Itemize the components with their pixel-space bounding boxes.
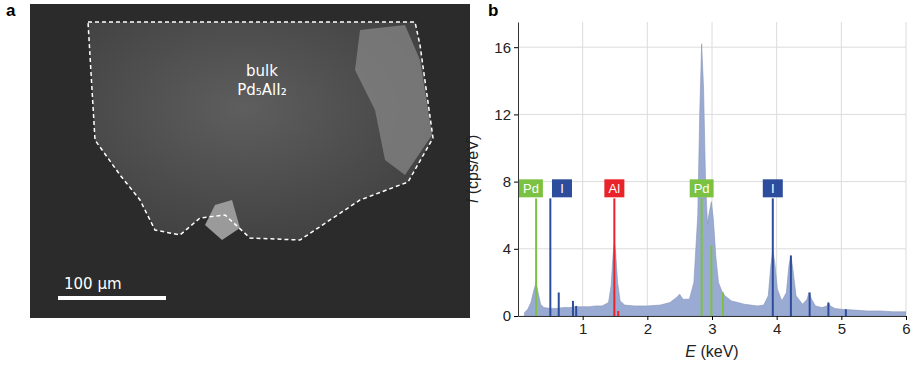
y-tick-mark <box>514 47 518 48</box>
x-tick: 1 <box>579 316 587 337</box>
panel-letter: b <box>488 1 498 20</box>
element-label-text: Al <box>609 181 621 196</box>
element-line <box>701 198 703 316</box>
grid-line <box>518 114 906 115</box>
x-tick-label: 5 <box>838 320 846 337</box>
y-tick-label: 4 <box>503 240 511 257</box>
element-label: Pd <box>519 179 543 197</box>
x-axis-title: E (keV) <box>685 343 738 360</box>
label-box <box>690 179 714 197</box>
element-label: Al <box>604 179 624 197</box>
figure: bulkPd₅AlI₂100 μma1234560481216PdIAlPdIE… <box>0 0 924 368</box>
grid-line <box>712 22 713 316</box>
element-labels: Pd I Al Pd I <box>519 179 783 197</box>
element-label: Pd <box>690 179 714 197</box>
element-line <box>827 303 829 316</box>
y-axis: 0 4 8 12 16 <box>494 23 518 325</box>
y-tick: 8 <box>503 173 518 190</box>
y-axis-line <box>518 23 519 317</box>
y-tick-mark <box>514 249 518 250</box>
element-line <box>558 292 560 316</box>
crystal-outline <box>88 22 433 240</box>
panel-letter: a <box>6 1 16 20</box>
element-label-text: I <box>771 181 775 196</box>
x-tick-label: 6 <box>902 320 910 337</box>
x-tick-label: 4 <box>773 320 781 337</box>
x-tick: 6 <box>902 316 910 337</box>
element-line <box>710 245 712 316</box>
element-label: I <box>552 179 572 197</box>
crystal-label: Pd₅AlI₂ <box>237 81 286 99</box>
scale-bar-label: 100 μm <box>64 275 122 293</box>
grid-line <box>906 22 907 316</box>
label-box <box>519 179 543 197</box>
flake <box>205 200 240 240</box>
y-tick-label: 8 <box>503 173 511 190</box>
x-tick-label: 2 <box>644 320 652 337</box>
marks <box>524 44 906 316</box>
element-line <box>613 198 615 316</box>
x-tick: 4 <box>773 316 781 337</box>
element-line <box>722 292 724 316</box>
element-line <box>572 301 574 316</box>
element-label-text: I <box>560 181 564 196</box>
label-box <box>552 179 572 197</box>
grid-line <box>582 22 583 316</box>
scale-bar <box>58 296 166 300</box>
element-label-text: Pd <box>694 181 710 196</box>
grid-line <box>776 22 777 316</box>
y-tick-mark <box>514 316 518 317</box>
element-line <box>790 256 792 316</box>
x-tick-label: 3 <box>708 320 716 337</box>
y-tick-label: 12 <box>494 106 511 123</box>
y-tick-mark <box>514 114 518 115</box>
crystal-label: bulk <box>246 62 278 80</box>
element-line <box>845 309 847 316</box>
crystal <box>88 22 433 240</box>
grid-line <box>518 47 906 48</box>
y-tick-mark <box>514 182 518 183</box>
element-line <box>575 306 577 316</box>
y-tick: 12 <box>494 106 518 123</box>
element-line <box>772 198 774 316</box>
sem-background <box>30 4 470 318</box>
element-label-text: Pd <box>523 181 539 196</box>
x-tick: 2 <box>644 316 652 337</box>
element-label: I <box>763 179 783 197</box>
element-line <box>549 198 551 316</box>
element-line <box>535 198 537 316</box>
element-line <box>809 292 811 316</box>
x-tick: 3 <box>708 316 716 337</box>
spectrum <box>524 44 906 316</box>
y-tick: 0 <box>503 307 518 324</box>
y-tick-label: 16 <box>494 39 511 56</box>
label-box <box>763 179 783 197</box>
grid-line <box>841 22 842 316</box>
y-tick: 4 <box>503 240 518 257</box>
y-axis-title: I (cps/eV) <box>464 135 481 203</box>
image-panel: bulkPd₅AlI₂ 100 μm <box>30 4 470 318</box>
label-box <box>604 179 624 197</box>
chart-panel: 1234560481216PdIAlPdIE (keV)I (cps/eV) <box>464 22 911 360</box>
x-tick-label: 1 <box>579 320 587 337</box>
grid-line <box>647 22 648 316</box>
y-tick-label: 0 <box>503 307 511 324</box>
grid <box>518 22 906 316</box>
x-axis: 1 2 3 4 5 6 <box>519 316 911 337</box>
x-tick: 5 <box>838 316 846 337</box>
y-tick: 16 <box>494 39 518 56</box>
element-line <box>617 311 619 316</box>
canvas: bulkPd₅AlI₂100 μma1234560481216PdIAlPdIE… <box>0 0 924 368</box>
